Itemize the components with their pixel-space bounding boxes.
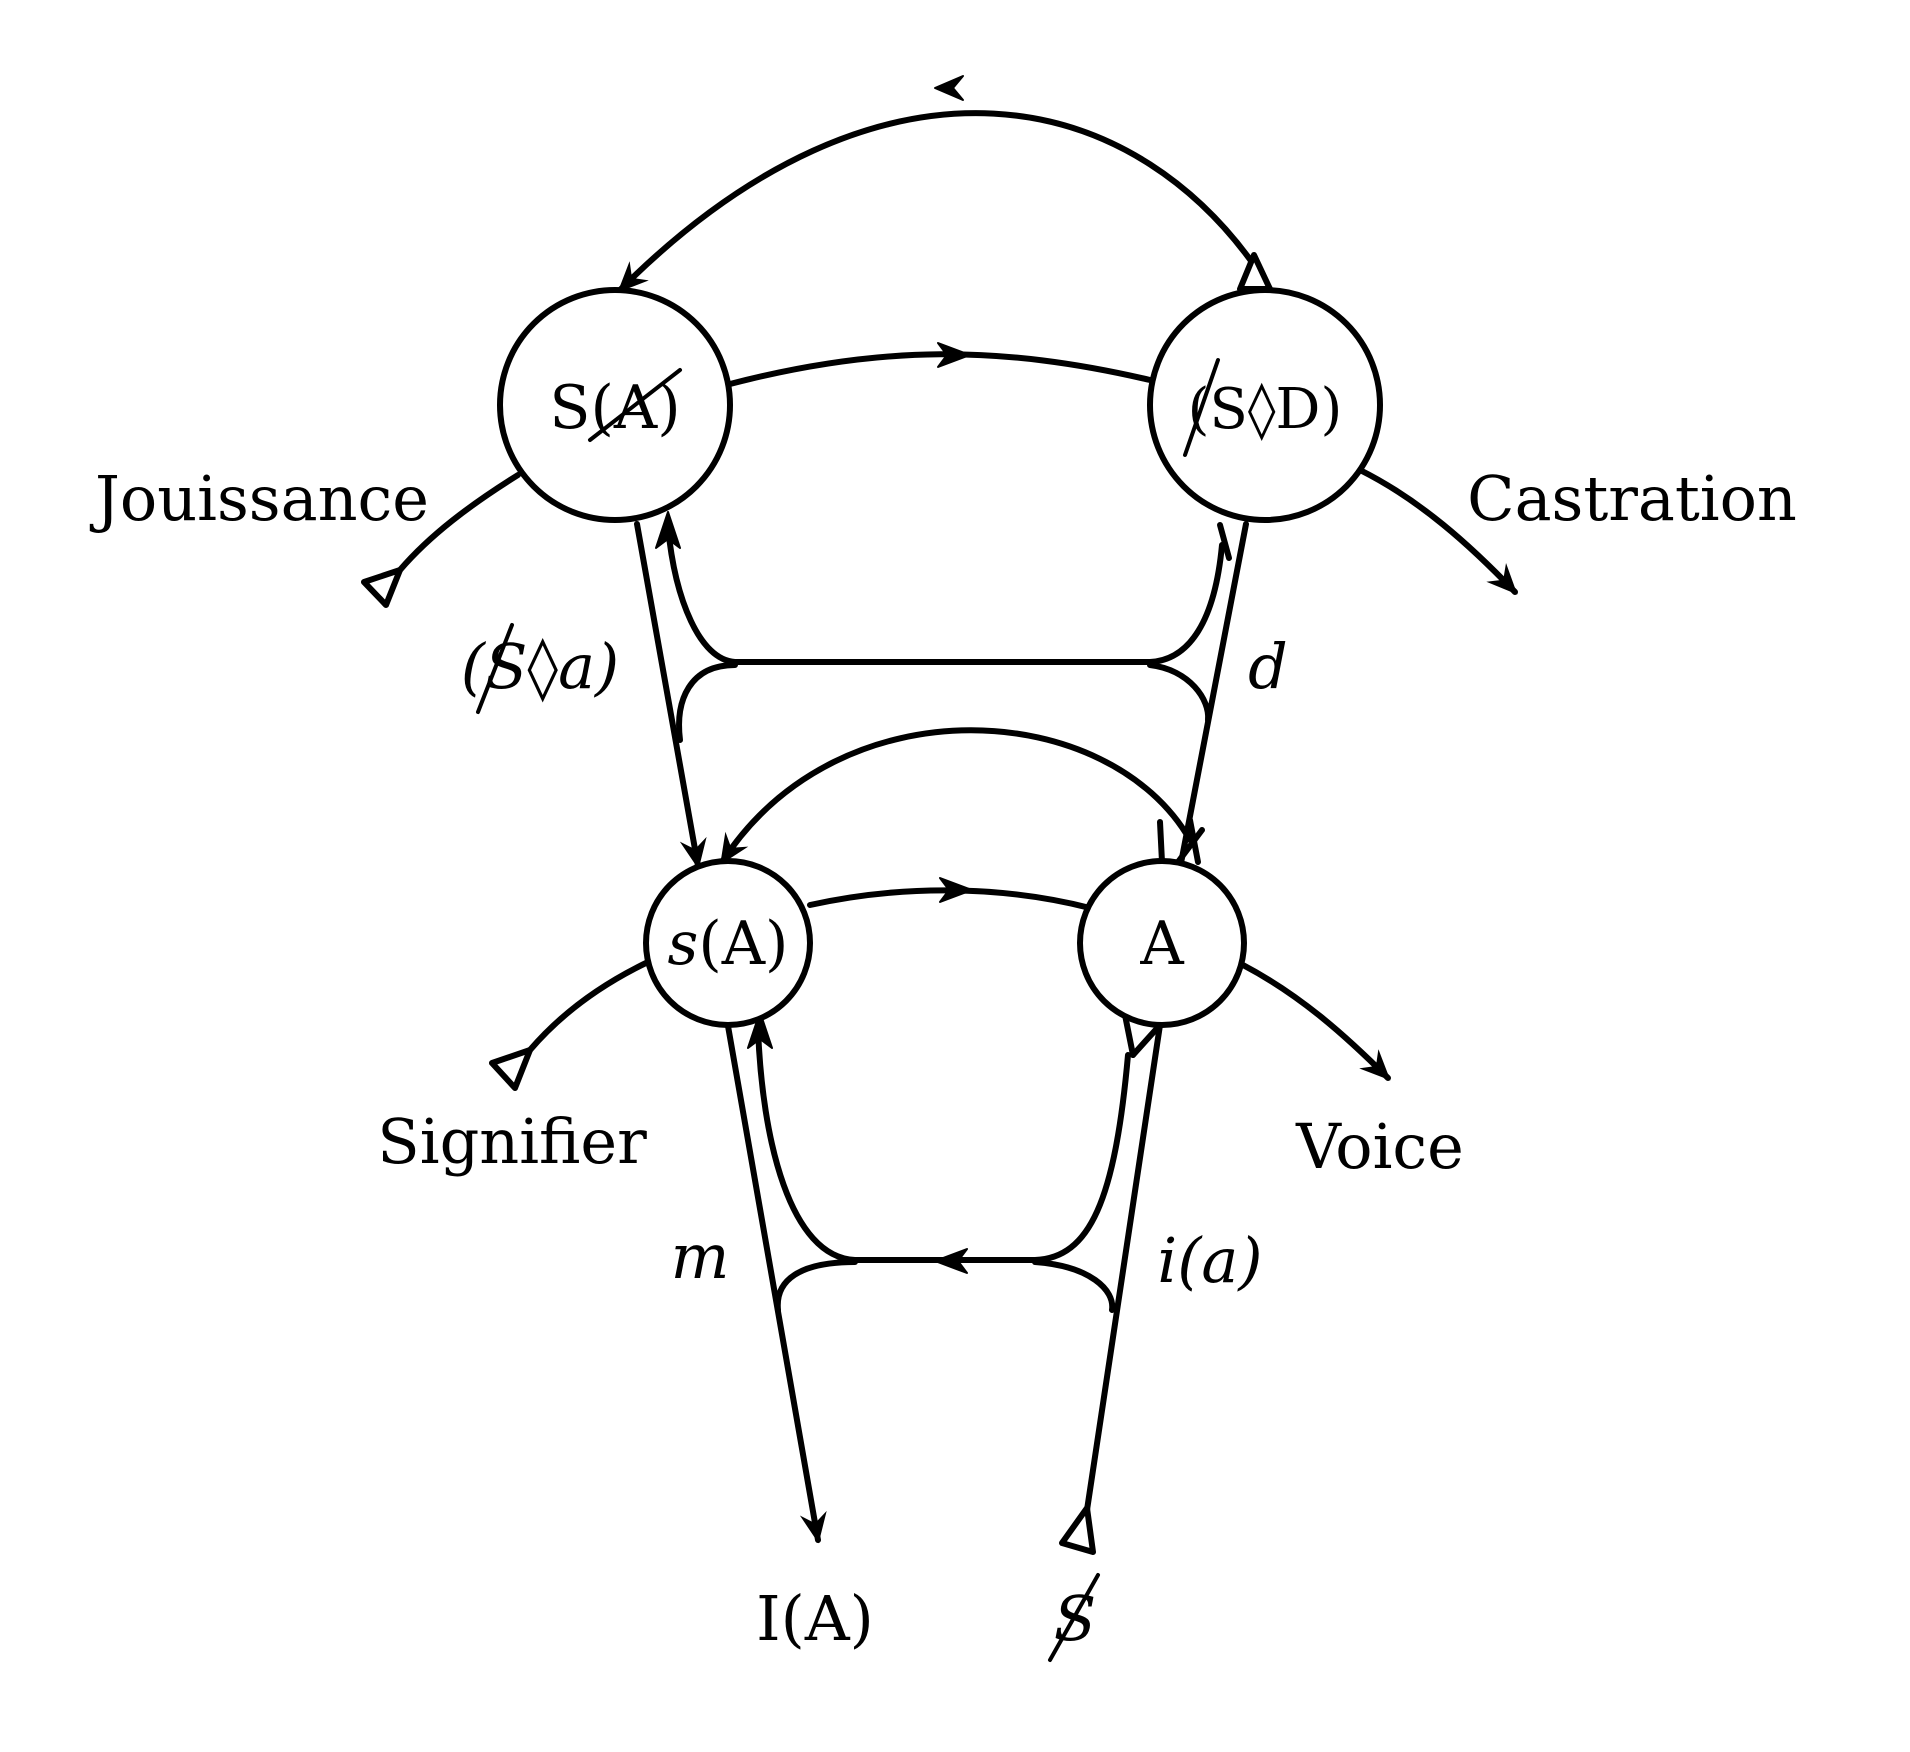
- barred-a-slash: [588, 368, 682, 442]
- upper-loop-arrowhead: [655, 511, 681, 549]
- upper-horizontal-arrowhead: [937, 342, 971, 368]
- node-upper-right: (S◊D): [1147, 287, 1383, 523]
- node-upper-right-label: (S◊D): [1188, 377, 1343, 442]
- lower-loop-path: [747, 1011, 1131, 1313]
- node-upper-left: S(A): [497, 287, 733, 523]
- subject-barred-slash: [1048, 1573, 1100, 1662]
- node-lower-left: s(A): [643, 858, 813, 1028]
- label-signifier: Signifier: [377, 1105, 647, 1178]
- lower-arch-path: [719, 727, 1193, 865]
- node-lower-left-label: s(A): [668, 909, 789, 979]
- subject-diagonal-path: [1059, 1012, 1163, 1555]
- lower-signifier-path: [807, 877, 1093, 911]
- label-ego-ideal: I(A): [756, 1582, 874, 1655]
- label-ego: m: [671, 1220, 730, 1293]
- node-lower-right-label: A: [1139, 909, 1184, 979]
- subject-start-triangle: [1059, 1505, 1096, 1555]
- signifier-path: [489, 959, 651, 1091]
- lower-loop-left-arrowhead: [747, 1011, 773, 1049]
- ego-diagonal-path: [725, 1023, 827, 1544]
- lower-horizontal-arrowhead: [939, 877, 973, 903]
- castration-path: [1357, 467, 1518, 595]
- label-image: i(a): [1157, 1224, 1262, 1297]
- lower-loop-mid-arrowhead: [934, 1248, 968, 1274]
- fantasy-diagonal-path: [634, 521, 707, 870]
- desire-diagonal-path: [1157, 521, 1249, 913]
- upper-arch-mid-arrowhead: [934, 75, 964, 101]
- label-jouissance: Jouissance: [89, 462, 429, 535]
- signifier-start-triangle: [489, 1047, 533, 1091]
- node-lower-right: A: [1077, 858, 1247, 1028]
- upper-arch-path: [617, 75, 1273, 293]
- node-lower-left-label-s: s: [668, 909, 699, 979]
- barred-s-slash: [1183, 358, 1220, 457]
- castration-arch-start-triangle: [1237, 252, 1273, 292]
- upper-loop-path: [655, 511, 1225, 743]
- upper-signifier-path: [727, 342, 1153, 387]
- label-voice: Voice: [1295, 1110, 1464, 1183]
- node-lower-left-label-rest: (A): [698, 909, 788, 979]
- label-castration: Castration: [1467, 462, 1797, 535]
- jouissance-start-triangle: [361, 567, 403, 608]
- jouissance-path: [361, 472, 521, 608]
- fantasy-barred-s-slash: [476, 623, 514, 714]
- label-desire: d: [1248, 630, 1288, 703]
- voice-path: [1240, 962, 1391, 1081]
